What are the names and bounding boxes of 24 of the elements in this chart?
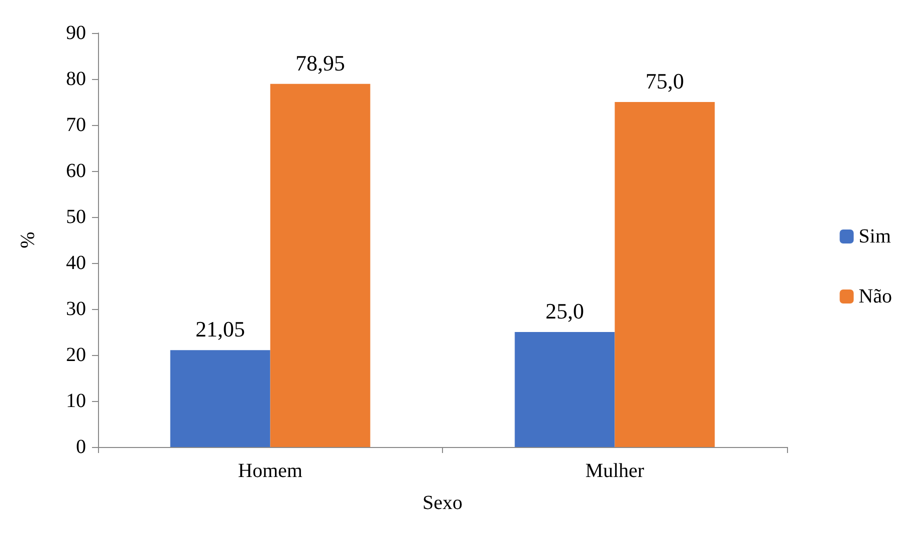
y-tick-label: 50 — [66, 206, 86, 228]
y-tick-label: 10 — [66, 390, 86, 412]
y-axis-title: % — [17, 232, 39, 248]
y-tick-label: 40 — [66, 252, 86, 274]
x-tick-label: Mulher — [585, 460, 645, 482]
data-label: 21,05 — [196, 316, 245, 342]
bar — [614, 102, 715, 447]
bar — [270, 84, 370, 447]
data-label: 25,0 — [546, 298, 584, 324]
legend-label: Sim — [858, 226, 892, 248]
y-tick-label: 20 — [66, 344, 86, 366]
x-axis-title: Sexo — [422, 492, 462, 514]
y-tick-label: 80 — [66, 68, 86, 90]
data-label: 75,0 — [646, 68, 684, 94]
y-tick-label: 70 — [66, 114, 86, 136]
y-tick-label: 60 — [66, 160, 86, 182]
y-tick-label: 0 — [76, 436, 86, 458]
data-label: 78,95 — [296, 50, 345, 76]
bar — [170, 350, 270, 447]
y-tick-label: 90 — [66, 22, 86, 44]
x-tick-label: Homem — [238, 460, 303, 482]
y-tick-label: 30 — [66, 298, 86, 320]
bar — [514, 332, 615, 447]
legend-label: Não — [858, 286, 892, 308]
